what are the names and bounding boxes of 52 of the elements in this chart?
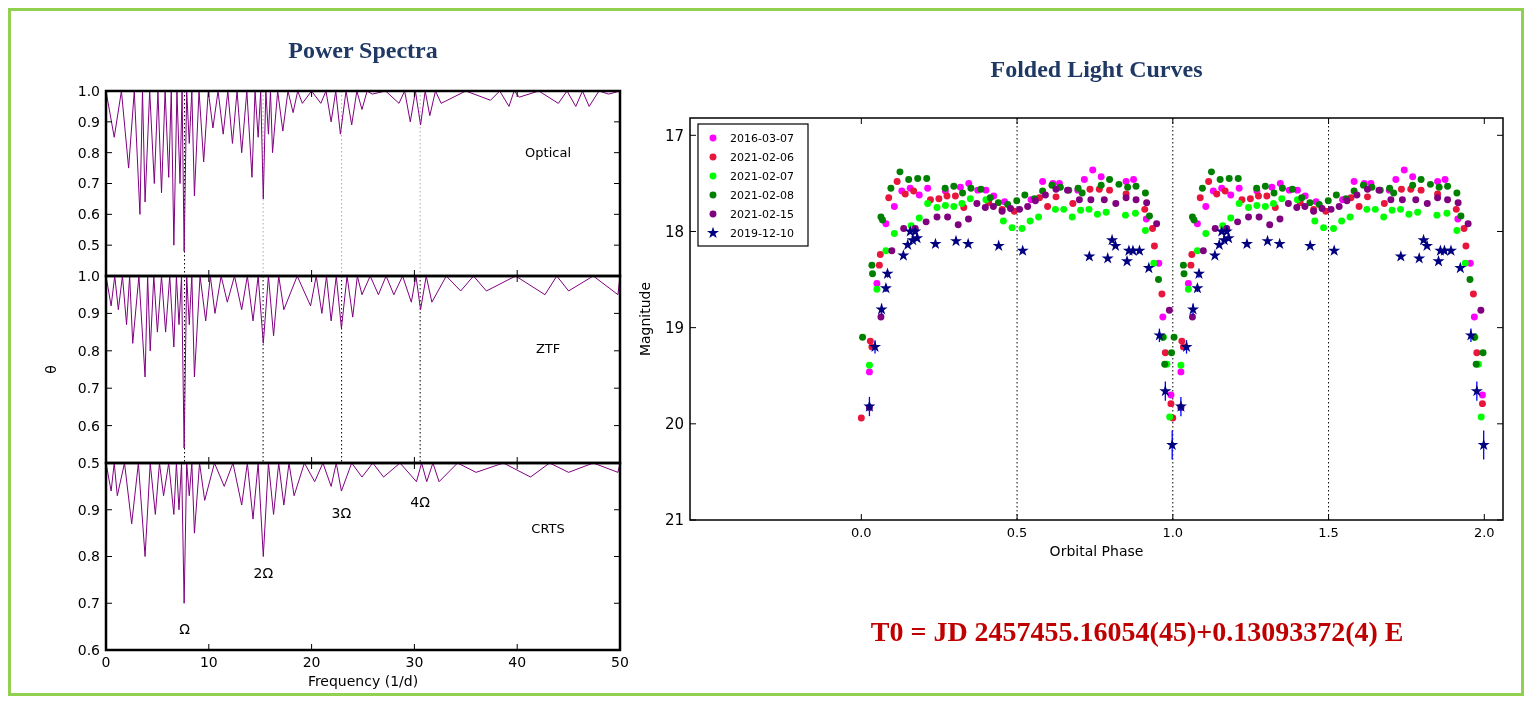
- legend-label: 2021-02-08: [730, 188, 794, 202]
- y-tick-label: 0.5: [77, 237, 100, 254]
- text: T0 = JD 2457455.16054(45)+0.13093372(4) E: [870, 615, 1404, 647]
- legend-label: 2021-02-07: [730, 169, 794, 183]
- legend-label: 2019-12-10: [730, 226, 794, 240]
- x-axis-title: Frequency (1/d): [307, 673, 419, 689]
- y-tick-label: 21: [664, 511, 684, 530]
- x-tick-label: 0: [101, 654, 111, 670]
- y-tick-label: 0.5: [77, 454, 100, 471]
- y-tick-label: 1.0: [77, 267, 100, 284]
- y-tick-label: 18: [664, 222, 684, 241]
- y-tick-label: 0.8: [77, 144, 100, 161]
- chart-title: Folded Light Curves: [990, 56, 1203, 82]
- y-tick-label: 0.9: [77, 501, 100, 518]
- x-tick-label: 10: [199, 654, 218, 670]
- y-tick-label: 1.0: [77, 82, 100, 99]
- x-tick-label: 50: [611, 654, 629, 670]
- chart-title: Power Spectra: [288, 37, 438, 63]
- annotation: 4Ω: [410, 494, 431, 511]
- legend-label: 2021-02-06: [730, 150, 794, 164]
- annotation: CRTS: [531, 521, 565, 536]
- legend-label: 2016-03-07: [730, 131, 794, 145]
- y-tick-label: 0.6: [77, 641, 101, 658]
- y-axis-title: θ: [43, 365, 59, 374]
- x-tick-label: 40: [508, 654, 527, 670]
- y-tick-label: 0.7: [77, 595, 100, 612]
- y-tick-label: 0.6: [77, 206, 101, 223]
- annotation: Ω: [179, 621, 191, 638]
- x-tick-label: 1.0: [1162, 525, 1184, 540]
- y-tick-label: 0.9: [77, 305, 100, 322]
- y-axis-title: Magnitude: [637, 281, 653, 357]
- y-tick-label: 19: [664, 318, 684, 337]
- x-tick-label: 0.0: [850, 525, 872, 540]
- x-tick-label: 2.0: [1473, 525, 1495, 540]
- x-tick-label: 0.5: [1006, 525, 1028, 540]
- legend-label: 2021-02-15: [730, 207, 794, 221]
- x-tick-label: 20: [302, 654, 321, 670]
- y-tick-label: 0.8: [77, 548, 100, 565]
- x-tick-label: 30: [405, 654, 424, 670]
- annotation: 3Ω: [331, 505, 352, 522]
- annotation: ZTF: [535, 341, 561, 357]
- x-axis-title: Orbital Phase: [1049, 543, 1144, 559]
- y-tick-label: 0.9: [77, 113, 100, 130]
- y-tick-label: 0.7: [77, 175, 100, 192]
- y-tick-label: 20: [664, 415, 684, 434]
- annotation: Optical: [525, 144, 571, 160]
- y-tick-label: 0.7: [77, 380, 100, 397]
- y-tick-label: 0.8: [77, 342, 100, 359]
- annotation: 2Ω: [253, 565, 274, 582]
- y-tick-label: 17: [664, 126, 684, 145]
- y-tick-label: 0.6: [77, 417, 101, 434]
- x-tick-label: 1.5: [1318, 525, 1339, 540]
